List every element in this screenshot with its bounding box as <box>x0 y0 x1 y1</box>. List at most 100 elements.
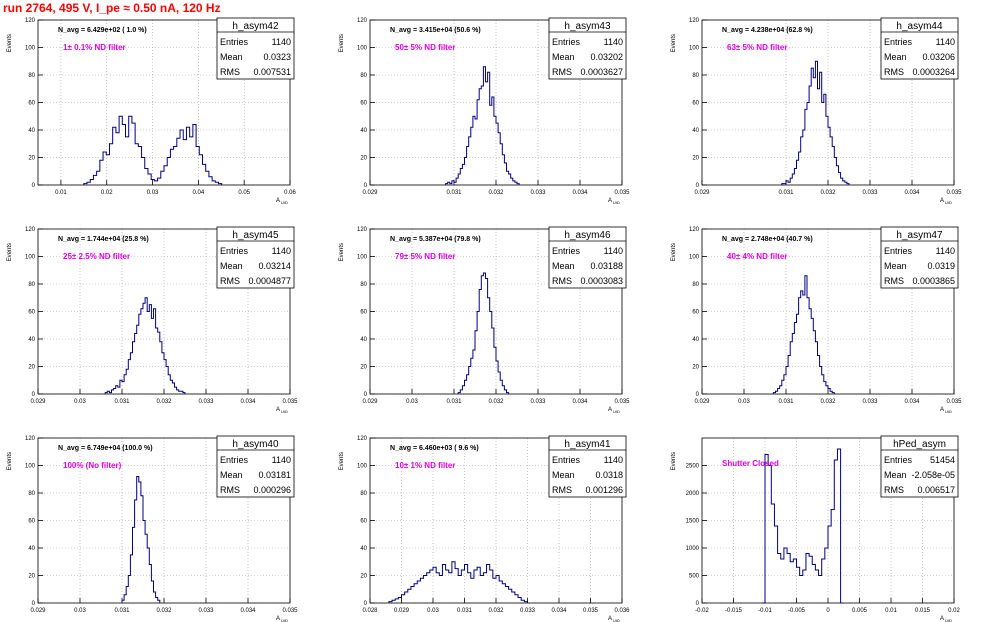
stat-value: 0.007531 <box>253 67 291 77</box>
y-tick-label: 120 <box>357 18 368 24</box>
x-tick-label: 0.032 <box>820 190 836 196</box>
stat-name: Entries <box>884 455 913 465</box>
stat-name: Mean <box>220 470 243 480</box>
y-tick-label: 1500 <box>686 519 700 525</box>
y-tick-label: 60 <box>692 101 699 107</box>
y-tick-label: 100 <box>689 255 700 261</box>
x-tick-label: 0.033 <box>198 399 214 405</box>
x-tick-label: 0.034 <box>240 399 256 405</box>
x-tick-label: 0.033 <box>530 399 546 405</box>
x-axis-label: A <box>608 198 612 204</box>
x-tick-label: 0.03 <box>147 190 159 196</box>
y-tick-label: 100 <box>357 255 368 261</box>
x-tick-label: 0.029 <box>362 190 378 196</box>
y-axis-label: Events <box>671 452 677 470</box>
stat-name: RMS <box>884 67 904 77</box>
x-axis-label: A <box>940 198 944 204</box>
y-tick-label: 60 <box>692 310 699 316</box>
plot-frame <box>369 437 623 604</box>
x-axis-label: A <box>276 407 280 413</box>
x-tick-label: 0.031 <box>778 399 794 405</box>
y-tick-label: 120 <box>689 227 700 233</box>
x-tick-label: 0.035 <box>282 608 298 614</box>
stats-box <box>880 226 959 289</box>
stat-name: Mean <box>884 470 907 480</box>
histogram-panel-h_asym46: 0.029 0.03 0.031 0.032 0.033 0.034 0.035 0 20 40 6… <box>339 226 630 414</box>
x-tick-label: 0.033 <box>862 399 878 405</box>
x-tick-label: 0.04 <box>193 190 205 196</box>
x-tick-label: 0.034 <box>572 399 588 405</box>
x-tick-label: 0.036 <box>614 608 630 614</box>
stats-box <box>880 435 959 498</box>
stat-name: Mean <box>884 52 907 62</box>
filter-annotation: 50± 5% ND filter <box>395 43 455 52</box>
filter-annotation: 1± 0.1% ND filter <box>63 43 126 52</box>
y-axis-label: Events <box>7 243 13 261</box>
y-tick-label: 20 <box>28 156 35 162</box>
x-tick-label: 0.035 <box>583 608 599 614</box>
navg-label: N_avg = 5.387e+04 (79.8 %) <box>390 236 481 243</box>
filter-annotation: 63± 5% ND filter <box>727 43 787 52</box>
navg-label: N_avg = 4.238e+04 (62.8 %) <box>722 27 813 34</box>
x-tick-label: -0.015 <box>725 608 743 614</box>
y-tick-label: 100 <box>25 255 36 261</box>
x-tick-label: 0.033 <box>198 608 214 614</box>
y-axis-label: Events <box>7 34 13 52</box>
x-tick-label: 0.032 <box>488 608 504 614</box>
stat-name: Entries <box>552 455 581 465</box>
navg-label: N_avg = 6.429e+02 ( 1.0 %) <box>58 27 147 34</box>
x-tick-label: 0.005 <box>852 608 868 614</box>
x-axis-label: A <box>276 616 280 622</box>
x-tick-label: 0.03 <box>406 399 418 405</box>
y-axis-label: Events <box>7 452 13 470</box>
x-tick-label: 0.032 <box>488 399 504 405</box>
y-tick-label: 20 <box>28 574 35 580</box>
stat-name: RMS <box>220 485 240 495</box>
y-tick-label: 20 <box>692 156 699 162</box>
stat-name: Entries <box>220 455 249 465</box>
navg-label: N_avg = 1.744e+04 (25.8 %) <box>58 236 149 243</box>
x-tick-label: -0.005 <box>788 608 806 614</box>
stat-name: Entries <box>220 37 249 47</box>
y-tick-label: 2500 <box>686 464 700 470</box>
y-tick-label: 80 <box>692 73 699 79</box>
y-tick-label: 20 <box>692 365 699 371</box>
x-tick-label: 0.035 <box>946 190 962 196</box>
filter-annotation: Shutter Closed <box>722 459 779 468</box>
x-tick-label: 0.032 <box>156 608 172 614</box>
histogram-title: h_asym42 <box>232 21 279 32</box>
x-tick-label: 0.035 <box>946 399 962 405</box>
x-tick-label: 0.033 <box>520 608 536 614</box>
stat-name: Mean <box>884 261 907 271</box>
histogram-panel-h_asym47: 0.029 0.03 0.031 0.032 0.033 0.034 0.035 0 20 40 6… <box>671 226 962 414</box>
y-tick-label: 40 <box>360 337 367 343</box>
stat-value: 51454 <box>930 455 955 465</box>
x-tick-label: 0.06 <box>284 190 296 196</box>
y-tick-label: 100 <box>357 46 368 52</box>
x-tick-label: 0.034 <box>551 608 567 614</box>
histogram-panel-h_asym44: 0.029 0.031 0.032 0.033 0.034 0.035 0 20 40 60 80 1… <box>671 17 962 205</box>
x-tick-label: 0.029 <box>694 399 710 405</box>
y-tick-label: 80 <box>360 491 367 497</box>
y-tick-label: 100 <box>25 464 36 470</box>
y-tick-label: 60 <box>360 310 367 316</box>
x-axis-label-subscript: UID <box>945 200 952 205</box>
stat-value: 0.0003865 <box>912 276 955 286</box>
filter-annotation: 40± 4% ND filter <box>727 252 787 261</box>
x-tick-label: 0.029 <box>362 399 378 405</box>
histogram-title: h_asym44 <box>896 21 943 32</box>
stat-name: RMS <box>552 276 572 286</box>
histogram-title: h_asym43 <box>564 21 611 32</box>
y-tick-label: 60 <box>28 101 35 107</box>
stat-name: RMS <box>220 67 240 77</box>
histogram-panel-h_asym40: 0.029 0.03 0.031 0.032 0.033 0.034 0.035 0 20 40 6… <box>7 435 298 622</box>
x-tick-label: 0.03 <box>427 608 439 614</box>
histogram-title: h_asym47 <box>896 230 943 241</box>
navg-label: N_avg = 3.415e+04 (50.6 %) <box>390 27 481 34</box>
filter-annotation: 100% (No filter) <box>63 461 122 470</box>
stat-name: Mean <box>552 470 575 480</box>
x-tick-label: 0.031 <box>114 608 130 614</box>
stat-value: 0.0003627 <box>580 67 623 77</box>
y-tick-label: 1000 <box>686 546 700 552</box>
histogram-series <box>445 66 520 185</box>
